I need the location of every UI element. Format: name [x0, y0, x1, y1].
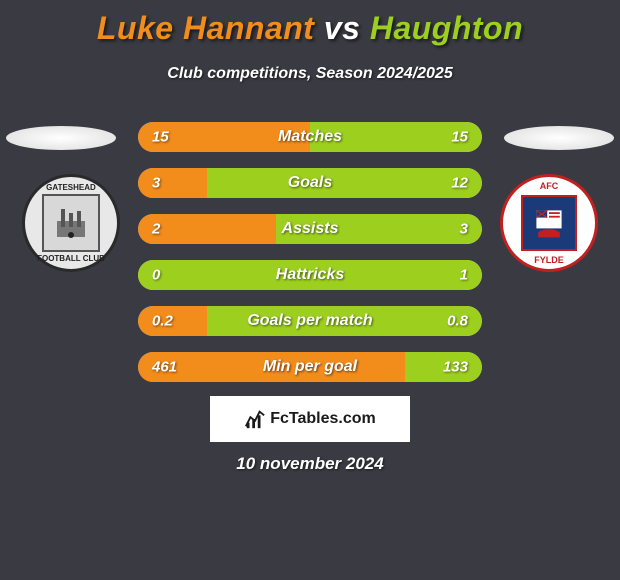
club-left-label-top: GATESHEAD [46, 183, 96, 192]
stat-fill-left [138, 168, 207, 198]
club-right-label-top: AFC [540, 181, 559, 191]
stat-value-left: 461 [152, 359, 177, 376]
date-text: 10 november 2024 [236, 454, 383, 474]
fctables-badge: FcTables.com [210, 396, 410, 442]
player2-name: Haughton [370, 10, 523, 46]
stat-value-left: 3 [152, 175, 160, 192]
stat-label: Assists [282, 220, 339, 238]
club-badge-left: GATESHEAD FOOTBALL CLUB [22, 174, 120, 272]
fctables-text: FcTables.com [270, 410, 376, 428]
stat-value-left: 15 [152, 129, 169, 146]
stat-value-left: 2 [152, 221, 160, 238]
club-left-label-bottom: FOOTBALL CLUB [37, 254, 105, 263]
club-badge-right: AFC FYLDE [500, 174, 598, 272]
stat-label: Min per goal [263, 358, 357, 376]
club-left-crest-icon [42, 194, 100, 252]
stat-bar: 461 133 Min per goal [138, 352, 482, 382]
stat-bar: 0 1 Hattricks [138, 260, 482, 290]
stat-value-right: 133 [443, 359, 468, 376]
stat-label: Hattricks [276, 266, 344, 284]
subtitle: Club competitions, Season 2024/2025 [0, 65, 620, 83]
ellipse-accent-left [6, 126, 116, 150]
stat-label: Matches [278, 128, 342, 146]
stat-value-right: 12 [451, 175, 468, 192]
club-right-crest-icon [521, 195, 577, 251]
stats-bars-container: 1515Matches312Goals23Assists01Hattricks0… [138, 122, 482, 398]
stat-bar: 3 12 Goals [138, 168, 482, 198]
vs-text: vs [324, 10, 361, 46]
player1-name: Luke Hannant [97, 10, 315, 46]
stat-fill-right [207, 168, 482, 198]
stat-value-right: 15 [451, 129, 468, 146]
ellipse-accent-right [504, 126, 614, 150]
stat-value-right: 3 [460, 221, 468, 238]
stat-bar: 15 15 Matches [138, 122, 482, 152]
stat-bar: 2 3 Assists [138, 214, 482, 244]
stat-bar: 0.2 0.8 Goals per match [138, 306, 482, 336]
club-right-label-bottom: FYLDE [534, 255, 564, 265]
stat-value-right: 0.8 [447, 313, 468, 330]
chart-icon [244, 408, 266, 430]
stat-value-left: 0.2 [152, 313, 173, 330]
stat-value-left: 0 [152, 267, 160, 284]
stat-label: Goals [288, 174, 332, 192]
stat-value-right: 1 [460, 267, 468, 284]
comparison-title: Luke Hannant vs Haughton [0, 0, 620, 47]
stat-label: Goals per match [247, 312, 372, 330]
